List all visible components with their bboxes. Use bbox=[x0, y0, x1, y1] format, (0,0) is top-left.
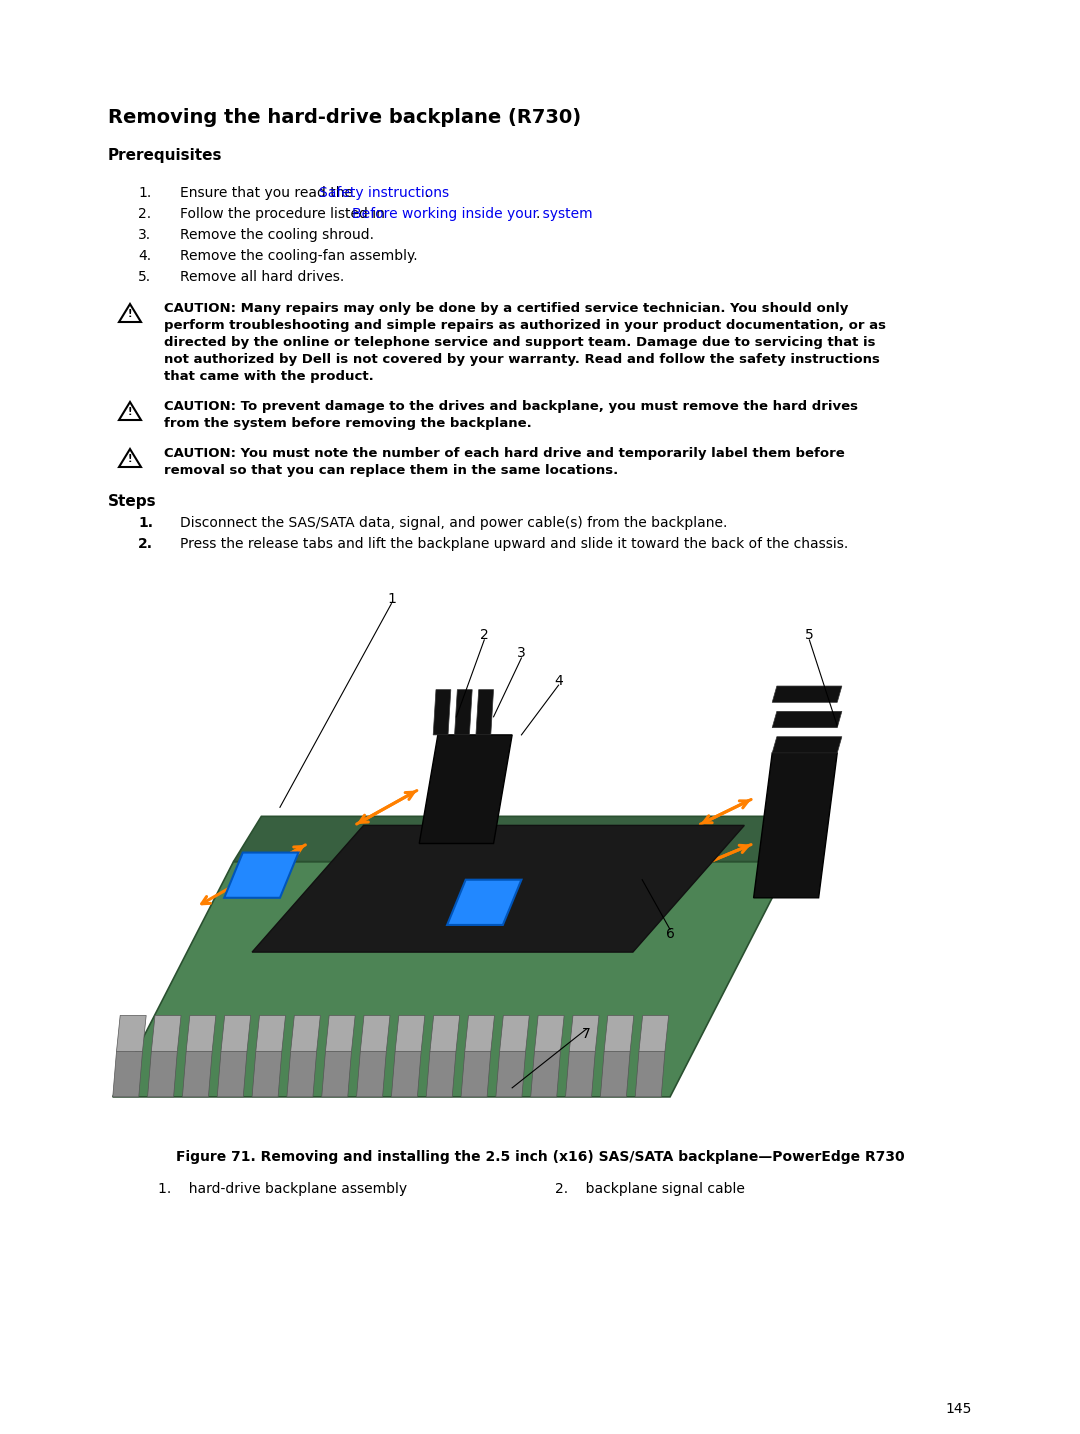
Polygon shape bbox=[225, 853, 298, 898]
Polygon shape bbox=[530, 1051, 561, 1097]
Text: !: ! bbox=[127, 455, 132, 465]
Polygon shape bbox=[427, 1051, 456, 1097]
Text: 1.    hard-drive backplane assembly: 1. hard-drive backplane assembly bbox=[158, 1182, 407, 1196]
Polygon shape bbox=[569, 1015, 599, 1051]
Text: Safety instructions: Safety instructions bbox=[319, 186, 449, 199]
Text: 4.: 4. bbox=[138, 250, 151, 262]
Text: CAUTION: You must note the number of each hard drive and temporarily label them : CAUTION: You must note the number of eac… bbox=[164, 447, 845, 478]
Polygon shape bbox=[500, 1015, 529, 1051]
Text: Remove all hard drives.: Remove all hard drives. bbox=[180, 270, 345, 284]
Text: 6: 6 bbox=[665, 926, 675, 941]
Polygon shape bbox=[217, 1051, 247, 1097]
Text: 7: 7 bbox=[582, 1027, 591, 1041]
Text: 2: 2 bbox=[480, 628, 488, 642]
Text: Follow the procedure listed in: Follow the procedure listed in bbox=[180, 206, 389, 221]
Polygon shape bbox=[233, 816, 819, 862]
Text: Removing the hard-drive backplane (R730): Removing the hard-drive backplane (R730) bbox=[108, 108, 581, 128]
Polygon shape bbox=[148, 1051, 177, 1097]
Text: 2.    backplane signal cable: 2. backplane signal cable bbox=[555, 1182, 745, 1196]
Polygon shape bbox=[391, 1051, 421, 1097]
Polygon shape bbox=[186, 1015, 216, 1051]
Text: Remove the cooling shroud.: Remove the cooling shroud. bbox=[180, 228, 374, 242]
Polygon shape bbox=[112, 862, 791, 1097]
Text: 1.: 1. bbox=[138, 186, 151, 199]
Polygon shape bbox=[117, 1015, 146, 1051]
Polygon shape bbox=[476, 690, 494, 734]
Polygon shape bbox=[754, 753, 837, 898]
Polygon shape bbox=[419, 734, 512, 843]
Polygon shape bbox=[566, 1051, 595, 1097]
Polygon shape bbox=[496, 1051, 526, 1097]
Polygon shape bbox=[772, 711, 842, 727]
Polygon shape bbox=[455, 690, 472, 734]
Polygon shape bbox=[252, 826, 744, 952]
Text: CAUTION: Many repairs may only be done by a certified service technician. You sh: CAUTION: Many repairs may only be done b… bbox=[164, 303, 886, 383]
Text: Disconnect the SAS/SATA data, signal, and power cable(s) from the backplane.: Disconnect the SAS/SATA data, signal, an… bbox=[180, 516, 727, 531]
Text: Figure 71. Removing and installing the 2.5 inch (x16) SAS/SATA backplane—PowerEd: Figure 71. Removing and installing the 2… bbox=[176, 1150, 904, 1164]
Text: 1: 1 bbox=[387, 592, 396, 607]
Polygon shape bbox=[772, 737, 842, 753]
Text: !: ! bbox=[127, 407, 132, 417]
Polygon shape bbox=[287, 1051, 316, 1097]
Text: !: ! bbox=[127, 308, 132, 318]
Polygon shape bbox=[600, 1051, 630, 1097]
Text: 3: 3 bbox=[517, 647, 526, 661]
Text: 2.: 2. bbox=[138, 206, 151, 221]
Polygon shape bbox=[252, 1051, 282, 1097]
Text: .: . bbox=[536, 206, 540, 221]
Polygon shape bbox=[464, 1015, 495, 1051]
Text: 3.: 3. bbox=[138, 228, 151, 242]
Polygon shape bbox=[604, 1015, 634, 1051]
Text: 2.: 2. bbox=[138, 536, 153, 551]
Text: .: . bbox=[424, 186, 429, 199]
Polygon shape bbox=[356, 1051, 387, 1097]
Text: 4: 4 bbox=[554, 674, 563, 687]
Polygon shape bbox=[291, 1015, 321, 1051]
Polygon shape bbox=[325, 1015, 355, 1051]
Text: Steps: Steps bbox=[108, 493, 157, 509]
Polygon shape bbox=[151, 1015, 181, 1051]
Polygon shape bbox=[772, 685, 842, 703]
Text: 5.: 5. bbox=[138, 270, 151, 284]
Text: Press the release tabs and lift the backplane upward and slide it toward the bac: Press the release tabs and lift the back… bbox=[180, 536, 848, 551]
Polygon shape bbox=[535, 1015, 564, 1051]
Polygon shape bbox=[639, 1015, 669, 1051]
Polygon shape bbox=[221, 1015, 251, 1051]
Polygon shape bbox=[430, 1015, 460, 1051]
Text: 1.: 1. bbox=[138, 516, 153, 531]
Text: 5: 5 bbox=[805, 628, 813, 642]
Polygon shape bbox=[322, 1051, 351, 1097]
Text: Ensure that you read the: Ensure that you read the bbox=[180, 186, 357, 199]
Polygon shape bbox=[256, 1015, 285, 1051]
Polygon shape bbox=[447, 879, 522, 925]
Polygon shape bbox=[183, 1051, 212, 1097]
Polygon shape bbox=[461, 1051, 490, 1097]
Text: Before working inside your system: Before working inside your system bbox=[352, 206, 593, 221]
Polygon shape bbox=[433, 690, 450, 734]
Polygon shape bbox=[361, 1015, 390, 1051]
Text: 145: 145 bbox=[946, 1402, 972, 1415]
Text: CAUTION: To prevent damage to the drives and backplane, you must remove the hard: CAUTION: To prevent damage to the drives… bbox=[164, 400, 858, 430]
Text: Prerequisites: Prerequisites bbox=[108, 148, 222, 163]
Polygon shape bbox=[112, 1051, 143, 1097]
Text: Remove the cooling-fan assembly.: Remove the cooling-fan assembly. bbox=[180, 250, 418, 262]
Polygon shape bbox=[635, 1051, 665, 1097]
Polygon shape bbox=[395, 1015, 424, 1051]
